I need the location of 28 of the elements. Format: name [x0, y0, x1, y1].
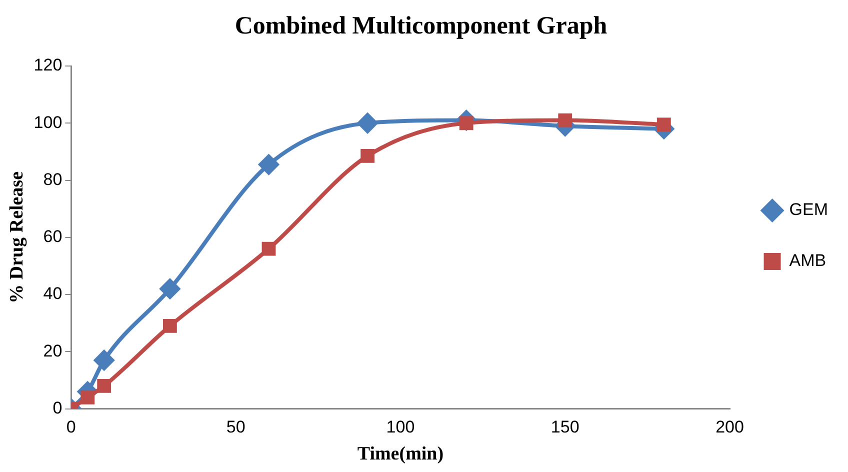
point — [558, 113, 572, 128]
point — [262, 242, 276, 256]
y-tick-label: 40 — [43, 284, 62, 304]
point — [163, 319, 177, 333]
x-tick-label: 0 — [66, 418, 76, 437]
x-tick-label: 50 — [226, 418, 246, 437]
y-tick-label: 80 — [43, 170, 62, 189]
legend-label: AMB — [789, 251, 826, 270]
point — [94, 350, 114, 370]
point — [656, 118, 671, 132]
y-tick-label: 100 — [34, 112, 62, 132]
y-tick-label: 0 — [52, 398, 62, 418]
x-tick-label: 100 — [386, 418, 415, 437]
x-tick-label: 150 — [550, 418, 580, 437]
x-axis-title: Time(min) — [357, 444, 444, 465]
point — [80, 390, 95, 404]
point — [358, 113, 378, 134]
y-tick-label: 120 — [34, 56, 62, 75]
legend-label: GEM — [789, 200, 828, 220]
point — [258, 154, 279, 175]
point — [97, 378, 112, 393]
point — [360, 149, 374, 163]
chart-title: Combined Multicomponent Graph — [234, 12, 608, 40]
x-tick-label: 200 — [716, 418, 744, 437]
y-tick-label: 60 — [43, 227, 62, 246]
y-axis-title: % Drug Release — [6, 171, 28, 304]
y-tick-label: 20 — [43, 341, 62, 360]
point — [160, 278, 180, 299]
